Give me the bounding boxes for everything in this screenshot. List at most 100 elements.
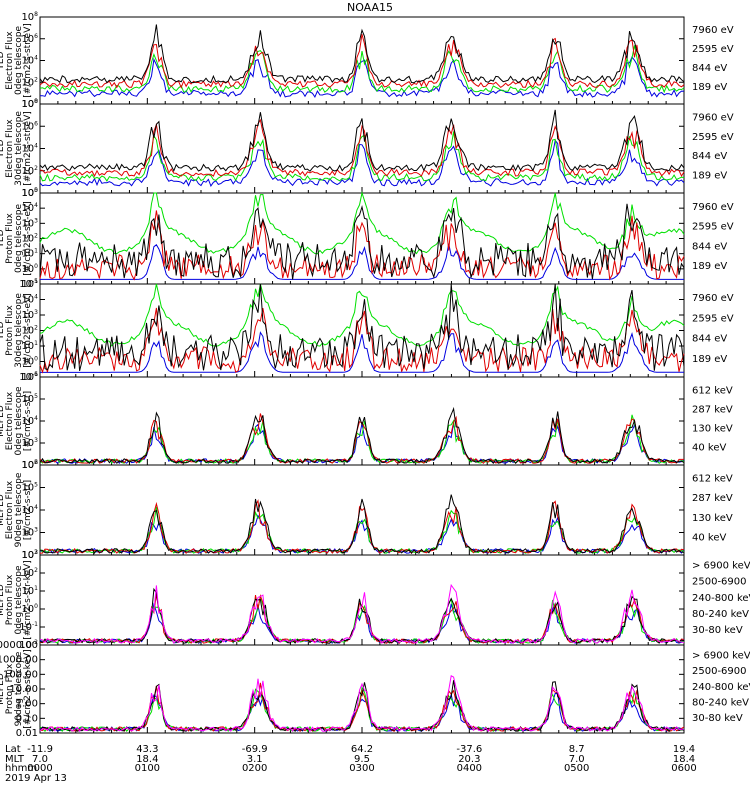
- series-line: [39, 514, 685, 554]
- legend-entry: 130 keV: [692, 513, 733, 524]
- x-tick-label: 0100: [135, 763, 160, 774]
- y-tick-label: 106: [21, 459, 38, 471]
- y-tick-label: 102: [21, 233, 38, 245]
- series-line: [39, 131, 685, 182]
- legend-entry: 30-80 keV: [692, 625, 743, 636]
- series-line: [39, 594, 685, 645]
- legend-entry: 189 eV: [692, 82, 727, 93]
- x-row-label: MLT: [5, 754, 25, 765]
- legend-entry: 844 eV: [692, 151, 727, 162]
- legend-entry: 844 eV: [692, 63, 727, 74]
- y-axis-label: MEPEDElectron Flux90deg telescope[#/cm2-…: [0, 472, 33, 547]
- x-tick-label: 0400: [457, 763, 482, 774]
- panel-frame: [39, 283, 685, 378]
- x-tick-label: 20.3: [458, 754, 480, 765]
- series-line: [39, 414, 685, 465]
- x-tick-label: -11.9: [27, 744, 53, 755]
- series-line: [39, 413, 684, 464]
- y-tick-label: 101: [21, 585, 38, 597]
- y-tick-label: 0.10: [16, 713, 38, 724]
- legend-entry: 189 eV: [692, 261, 727, 272]
- y-tick-label: 103: [21, 549, 38, 561]
- series-line: [39, 587, 685, 644]
- legend-entry: 7960 eV: [692, 293, 734, 304]
- series-line: [39, 191, 685, 255]
- panel-8: 0.01 0.10 1.00 10.00 100.00 1000.00 10000.00ME…: [0, 640, 750, 739]
- legend-entry: 844 eV: [692, 241, 727, 252]
- series-line: [39, 675, 685, 733]
- x-tick-label: 43.3: [136, 744, 158, 755]
- legend-entry: 2500-6900: [692, 577, 747, 588]
- y-tick-label: 102: [21, 165, 38, 177]
- x-tick-label: 19.4: [673, 744, 695, 755]
- series-line: [39, 118, 685, 178]
- y-tick-label: 104: [21, 55, 38, 67]
- y-axis-label: MEPEDElectron Flux0deg telescope[#/cm2-s…: [0, 386, 33, 456]
- y-tick-label: 100: [21, 263, 38, 275]
- y-tick-label: 103: [21, 309, 38, 321]
- panel-frame: [39, 376, 685, 466]
- series-line: [39, 56, 685, 99]
- y-tick-label: 100: [21, 98, 38, 110]
- date-label: 2019 Apr 13: [5, 773, 67, 784]
- y-tick-label: 102: [21, 76, 38, 88]
- y-tick-label: 105: [21, 393, 38, 405]
- legend-entry: 189 eV: [692, 354, 727, 365]
- y-axis-label: TEDProton Flux30deg telescope[#/cm2-s-st…: [0, 293, 33, 368]
- x-tick-label: 0300: [349, 763, 374, 774]
- y-tick-label: 101: [21, 340, 38, 352]
- y-tick-label: 102: [21, 549, 38, 561]
- y-tick-label: 108: [21, 98, 38, 110]
- y-axis-label: TEDProton Flux0deg telescope[#/cm2-s-str…: [0, 201, 33, 276]
- legend-entry: 287 keV: [692, 493, 733, 504]
- x-tick-label: 7.0: [32, 754, 48, 765]
- x-tick-label: 7.0: [569, 754, 585, 765]
- series-line: [40, 331, 684, 373]
- legend-entry: 7960 eV: [692, 202, 734, 213]
- legend-entry: 612 keV: [692, 385, 733, 396]
- x-tick-label: 0600: [671, 763, 696, 774]
- x-tick-label: 18.4: [673, 754, 695, 765]
- y-tick-label: 10.00: [9, 684, 38, 695]
- y-tick-label: 103: [21, 527, 38, 539]
- y-tick-label: 1.00: [16, 699, 38, 710]
- series-line: [39, 494, 685, 555]
- series-line: [39, 109, 685, 173]
- x-row-label: Lat: [5, 744, 21, 755]
- y-tick-label: 108: [21, 11, 38, 23]
- series-line: [39, 692, 685, 732]
- series-line: [40, 499, 685, 554]
- y-tick-label: 102: [21, 459, 38, 471]
- legend-entry: 2595 eV: [692, 44, 734, 55]
- panel-frame: [39, 554, 685, 646]
- legend-entry: 240-800 keV: [692, 682, 750, 693]
- legend-entry: 844 eV: [692, 334, 727, 345]
- y-tick-label: 104: [21, 504, 38, 516]
- series-line: [39, 283, 685, 372]
- x-tick-label: 3.1: [247, 754, 263, 765]
- legend-entry: 2595 eV: [692, 313, 734, 324]
- x-tick-label: -69.9: [242, 744, 268, 755]
- series-line: [39, 203, 685, 280]
- y-tick-label: 100.00: [3, 669, 38, 680]
- legend-entry: > 6900 keV: [692, 650, 750, 661]
- y-axis-label: MEPEDProton Flux0deg telescope[#/cm2-s-s…: [0, 560, 33, 639]
- y-axis-label: TEDElectron Flux0deg telescope[#/cm2-s-s…: [0, 23, 33, 98]
- y-axis-label: MEPEDProton Flux90deg telescope[#/cm2-s-…: [0, 649, 33, 728]
- legend-entry: 30-80 keV: [692, 713, 743, 724]
- y-tick-label: 104: [21, 415, 38, 427]
- legend-entry: 7960 eV: [692, 25, 734, 36]
- y-tick-label: 100: [21, 356, 38, 368]
- x-tick-label: 9.5: [354, 754, 370, 765]
- series-line: [39, 583, 685, 644]
- legend-entry: 130 keV: [692, 424, 733, 435]
- legend-entry: 287 keV: [692, 404, 733, 415]
- chart-title: NOAA15: [347, 1, 393, 14]
- legend-entry: 240-800 keV: [692, 593, 750, 604]
